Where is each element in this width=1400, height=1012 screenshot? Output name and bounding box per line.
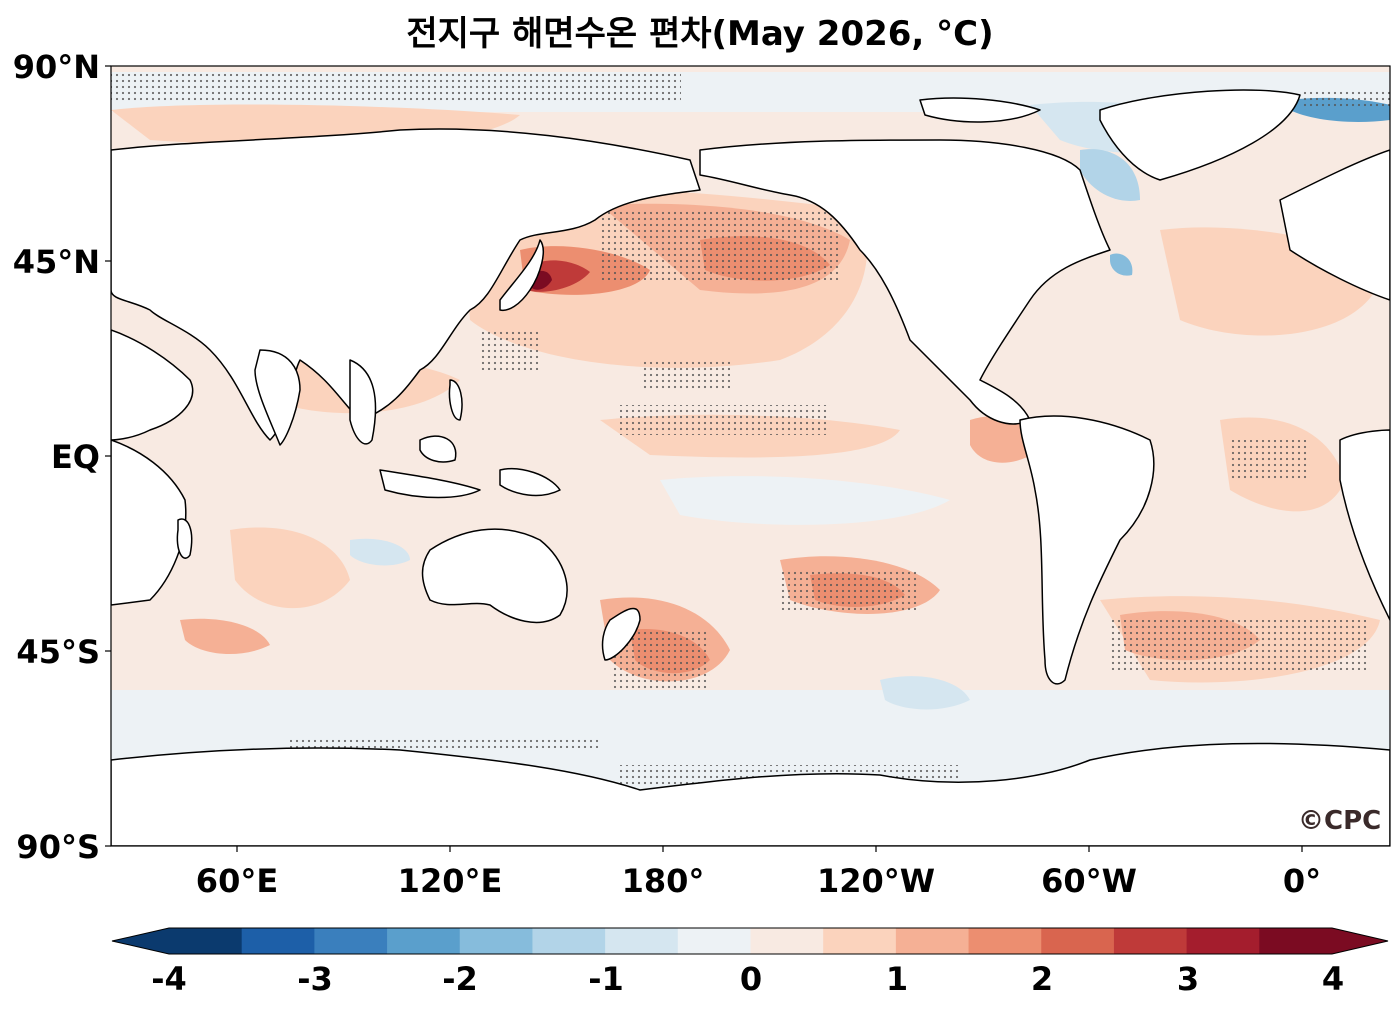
- colorbar-segment: [169, 928, 243, 954]
- north-america-land: [699, 139, 1111, 425]
- colorbar-segment: [968, 928, 1042, 954]
- south-america-land: [1019, 415, 1155, 685]
- colorbar-segment: [823, 928, 897, 954]
- y-tick-label: 45°S: [16, 633, 100, 671]
- madagascar-land: [176, 518, 193, 559]
- antarctica-land: [111, 742, 1390, 846]
- india-land: [254, 349, 301, 446]
- x-tick-label: 180°: [621, 862, 705, 900]
- x-tick-label: 60°E: [195, 862, 279, 900]
- europe-land: [1279, 149, 1390, 301]
- colorbar-tick-label: 4: [1321, 960, 1345, 998]
- colorbar-tick-label: -3: [297, 960, 333, 998]
- japan-land: [499, 239, 544, 312]
- colorbar-tick-label: -1: [588, 960, 624, 998]
- colorbar-segment: [677, 928, 751, 954]
- x-tick-label: 60°W: [1041, 862, 1137, 900]
- new-zealand-land: [601, 607, 641, 661]
- y-tick-label: EQ: [50, 438, 100, 476]
- y-tick-label: 90°S: [16, 828, 100, 866]
- cpc-logo: ©CPC: [1298, 806, 1382, 836]
- greenland-land: [1099, 89, 1301, 181]
- x-tick-label: 120°E: [397, 862, 503, 900]
- colorbar-tick-label: 1: [885, 960, 909, 998]
- x-tick-label: 120°W: [816, 862, 936, 900]
- colorbar-extend-high: [1332, 928, 1388, 954]
- axis-ticks: [105, 65, 1303, 852]
- x-tick-label: 0°: [1282, 862, 1322, 900]
- colorbar-tick-label: 2: [1030, 960, 1054, 998]
- africa-south-land: [111, 439, 187, 606]
- colorbar-extend-low: [112, 928, 169, 954]
- colorbar-segment: [314, 928, 388, 954]
- colorbar-segment: [241, 928, 315, 954]
- colorbar-segment: [1113, 928, 1188, 954]
- australia-land: [421, 528, 568, 624]
- colorbar: [111, 927, 1389, 955]
- colorbar-segment: [1186, 928, 1260, 954]
- colorbar-segment: [1041, 928, 1115, 954]
- colorbar-segment: [895, 928, 970, 954]
- colorbar-segment: [532, 928, 606, 954]
- y-tick-label: 90°N: [12, 48, 100, 86]
- colorbar-tick-label: 0: [739, 960, 763, 998]
- indonesia-land: [379, 469, 481, 499]
- colorbar-segment: [605, 928, 679, 954]
- colorbar-segment: [1259, 928, 1333, 954]
- colorbar-outline: [111, 927, 1389, 955]
- africa-east-land: [111, 329, 194, 441]
- map-title: 전지구 해면수온 편차(May 2026, °C): [406, 14, 994, 54]
- colorbar-segment: [459, 928, 533, 954]
- y-tick-label: 45°N: [12, 243, 100, 281]
- colorbar-segment: [387, 928, 461, 954]
- land-masses: [111, 89, 1390, 846]
- indochina-land: [349, 359, 377, 445]
- colorbar-tick-label: -4: [151, 960, 187, 998]
- colorbar-tick-label: -2: [442, 960, 478, 998]
- africa-west-land: [1339, 429, 1390, 621]
- colorbar-tick-label: 3: [1176, 960, 1200, 998]
- colorbar-segment: [750, 928, 824, 954]
